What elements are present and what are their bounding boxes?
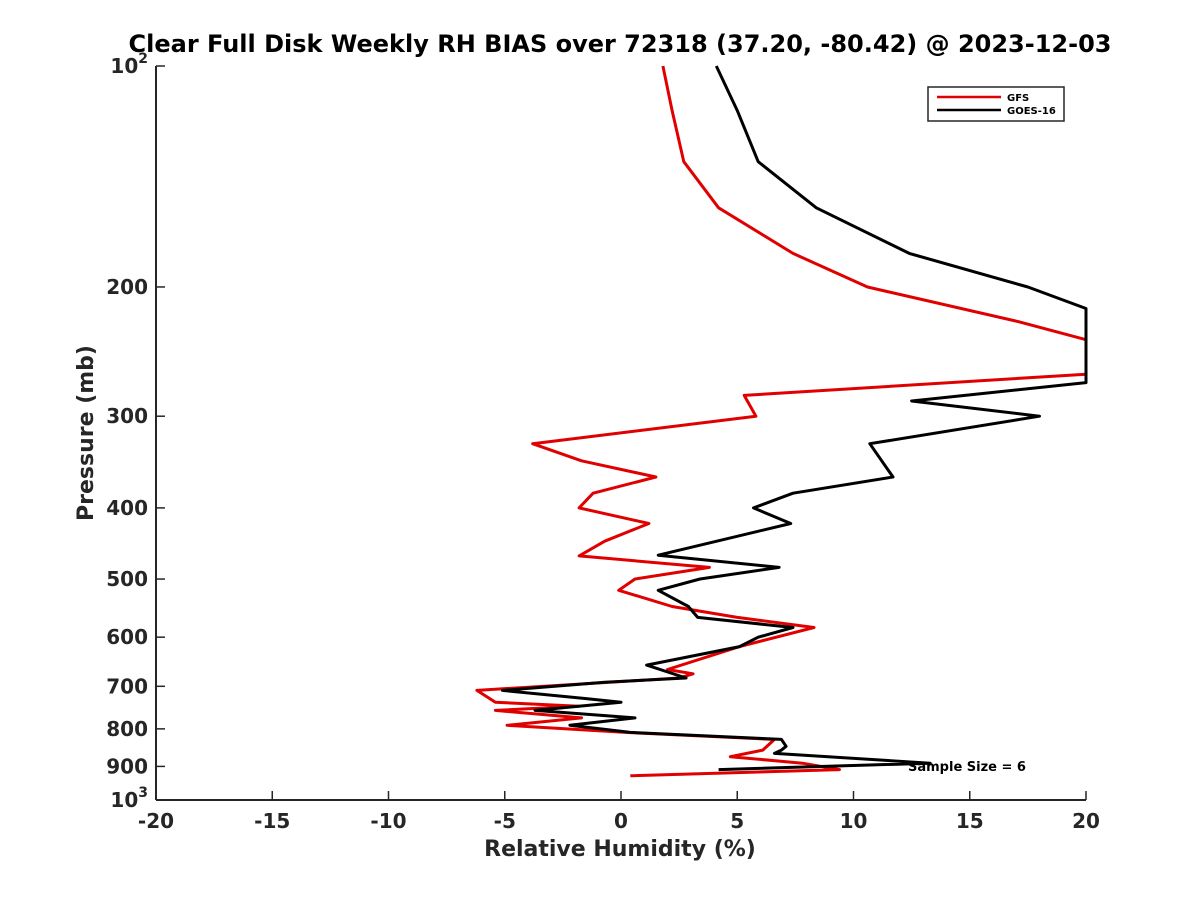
y-tick-label: 300	[106, 404, 148, 428]
x-axis: -20 -15 -10 -5 0 5 10 15 20	[138, 791, 1100, 833]
chart-title: Clear Full Disk Weekly RH BIAS over 7231…	[128, 30, 1112, 58]
plot-series	[475, 65, 1088, 778]
legend-label: GFS	[1007, 93, 1029, 104]
x-tick-label: 5	[730, 809, 744, 833]
x-tick-label: 10	[840, 809, 868, 833]
x-tick-label: -20	[138, 809, 174, 833]
x-tick-label: -5	[494, 809, 516, 833]
sample-size-annotation: Sample Size = 6	[908, 760, 1026, 775]
y-axis: 102 200 300 400 500 600 700 800 900 103	[106, 51, 165, 812]
series-line-goes-16	[500, 65, 1088, 772]
legend-box	[927, 86, 1065, 122]
series-line-gfs	[475, 65, 1088, 778]
x-tick-label: 0	[614, 809, 628, 833]
x-tick-label: 20	[1072, 809, 1100, 833]
y-axis-label: Pressure (mb)	[74, 345, 99, 521]
y-tick-label: 400	[106, 496, 148, 520]
y-tick-label: 102	[110, 51, 148, 78]
x-axis-label: Relative Humidity (%)	[484, 837, 756, 862]
x-tick-label: 15	[956, 809, 984, 833]
legend-label: GOES-16	[1007, 106, 1056, 117]
y-tick-label: 900	[106, 754, 148, 778]
y-tick-label: 600	[106, 625, 148, 649]
y-tick-label: 200	[106, 275, 148, 299]
y-tick-label: 800	[106, 717, 148, 741]
x-tick-label: -15	[254, 809, 290, 833]
y-tick-label: 103	[110, 785, 148, 812]
legend: GFS GOES-16	[927, 86, 1065, 122]
y-tick-label: 700	[106, 674, 148, 698]
y-tick-label: 500	[106, 567, 148, 591]
x-tick-label: -10	[370, 809, 406, 833]
